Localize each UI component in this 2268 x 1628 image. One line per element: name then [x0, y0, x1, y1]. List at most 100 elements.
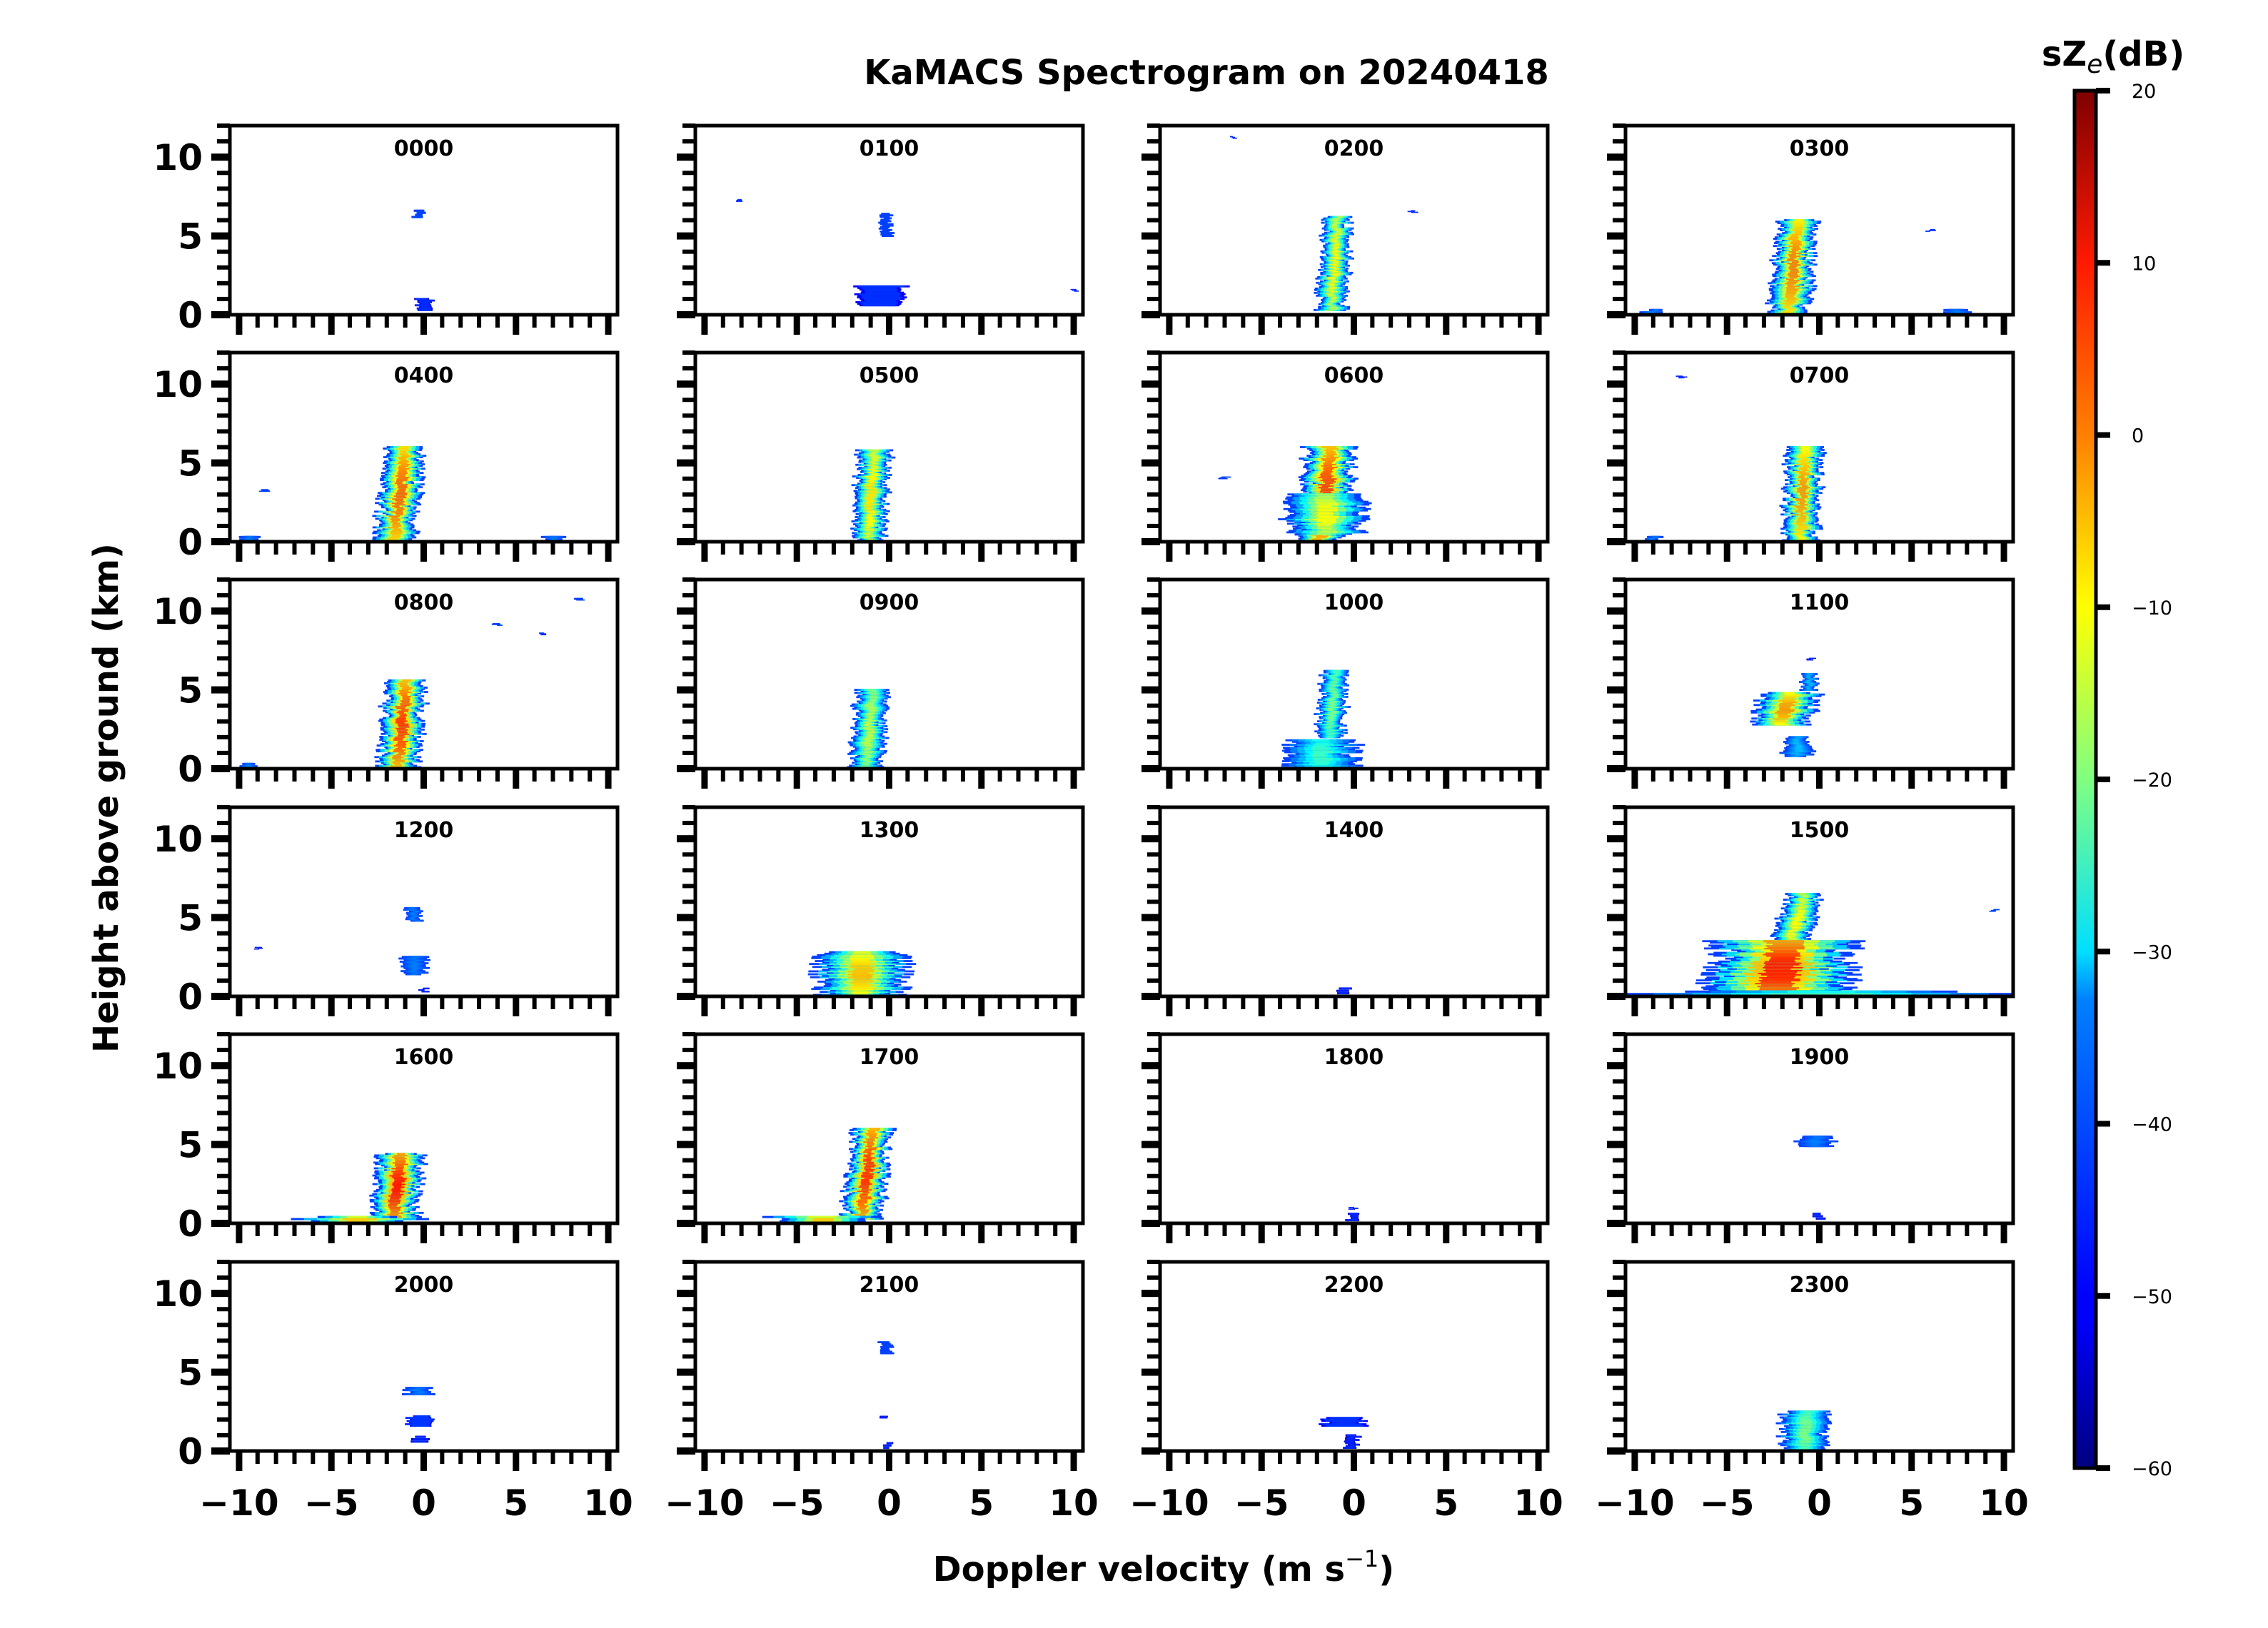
- echo-gate-core: [1760, 981, 1792, 984]
- echo-region: [847, 689, 891, 769]
- x-major-tick: [1908, 315, 1915, 335]
- y-minor-tick: [682, 734, 695, 739]
- echo-gate-core: [1340, 987, 1351, 990]
- y-minor-tick: [217, 734, 230, 739]
- x-minor-tick: [255, 315, 260, 328]
- echo-gate-core: [1334, 227, 1342, 230]
- echo-gate-core: [1787, 262, 1798, 265]
- echo-gate-core: [395, 747, 403, 750]
- x-minor-tick: [1388, 315, 1393, 328]
- x-minor-tick: [550, 769, 555, 782]
- echo-gate-core: [1773, 717, 1788, 720]
- echo-gate-core: [852, 971, 870, 974]
- echo-gate-core: [863, 288, 898, 291]
- y-minor-tick: [682, 805, 695, 809]
- echo-gate-core: [1798, 893, 1807, 895]
- echo-gate-core: [398, 467, 410, 470]
- y-minor-tick: [1613, 492, 1626, 497]
- y-minor-tick: [217, 593, 230, 598]
- x-minor-tick: [273, 315, 278, 328]
- x-minor-tick: [1241, 996, 1246, 1009]
- echo-gate-core: [1788, 266, 1796, 269]
- echo-gate-core: [246, 538, 252, 541]
- echo-gate-core: [1798, 530, 1805, 533]
- echo-gate-core: [420, 305, 431, 308]
- x-major-tick: [1070, 315, 1077, 335]
- echo-gate-core: [1759, 976, 1795, 979]
- panel-label: 1400: [1324, 818, 1384, 843]
- echo-region: [1407, 210, 1418, 213]
- echo-gate-core: [880, 231, 889, 233]
- x-minor-tick: [850, 996, 855, 1009]
- echo-gate-core: [1329, 719, 1334, 722]
- y-minor-tick: [217, 640, 230, 645]
- x-minor-tick: [905, 996, 910, 1009]
- echo-gate-core: [867, 463, 875, 466]
- y-minor-tick: [682, 962, 695, 967]
- echo-gate-core: [867, 530, 873, 533]
- echo-gate-core: [1801, 485, 1808, 487]
- echo-gate-core: [1334, 254, 1340, 257]
- echo-layer: [1218, 446, 1372, 542]
- x-minor-tick: [477, 769, 482, 782]
- echo-gate-core: [867, 480, 875, 482]
- x-minor-tick: [440, 315, 445, 328]
- x-minor-tick: [1835, 315, 1840, 328]
- echo-gate-core: [1785, 935, 1795, 937]
- y-minor-tick: [682, 946, 695, 951]
- echo-gate-core: [1327, 293, 1334, 295]
- echo-gate-core: [851, 980, 874, 983]
- y-minor-tick: [1613, 186, 1626, 191]
- echo-gate-core: [1795, 750, 1804, 753]
- echo-gate-core: [416, 304, 430, 307]
- echo-gate-core: [864, 704, 875, 707]
- y-minor-tick: [682, 476, 695, 481]
- x-major-tick: [793, 315, 800, 335]
- echo-gate-core: [396, 479, 408, 482]
- x-minor-tick: [942, 542, 947, 555]
- echo-gate-core: [862, 304, 896, 307]
- echo-gate-core: [1791, 233, 1802, 236]
- x-minor-tick: [1854, 996, 1859, 1009]
- echo-gate-core: [1331, 710, 1338, 712]
- echo-gate-core: [1807, 687, 1810, 689]
- y-major-tick: [1141, 607, 1160, 615]
- echo-gate-core: [868, 716, 874, 719]
- x-minor-tick: [1780, 996, 1785, 1009]
- echo-gate-core: [1328, 294, 1336, 297]
- x-minor-tick: [1241, 542, 1246, 555]
- x-minor-tick: [1034, 769, 1039, 782]
- y-minor-tick: [217, 445, 230, 450]
- echo-gate-core: [1952, 308, 1959, 311]
- y-minor-tick: [1147, 821, 1160, 826]
- echo-gate-core: [1782, 302, 1794, 305]
- x-minor-tick: [1780, 542, 1785, 555]
- echo-gate-core: [1778, 707, 1790, 709]
- echo-gate-core: [392, 756, 404, 759]
- x-minor-tick: [532, 996, 537, 1009]
- x-minor-tick: [813, 769, 818, 782]
- echo-gate-core: [1807, 674, 1810, 677]
- echo-gate-core: [390, 1211, 404, 1214]
- echo-gate-core: [497, 625, 503, 626]
- echo-region: [414, 298, 435, 311]
- echo-gate-core: [850, 986, 876, 989]
- echo-gate-core: [400, 684, 408, 686]
- echo-gate-core: [1316, 520, 1336, 522]
- y-major-tick: [677, 232, 695, 240]
- echo-gate-core: [418, 300, 431, 303]
- x-minor-tick: [292, 769, 297, 782]
- echo-gate-core: [397, 473, 406, 476]
- echo-gate-core: [395, 719, 408, 722]
- echo-gate-core: [1793, 742, 1799, 745]
- echo-gate-core: [492, 624, 500, 625]
- echo-gate-core: [1788, 272, 1798, 275]
- echo-gate-core: [1325, 482, 1334, 485]
- y-minor-tick: [682, 366, 695, 371]
- echo-gate-core: [1315, 740, 1331, 743]
- echo-gate-core: [1758, 989, 1792, 992]
- echo-gate-core: [1328, 283, 1336, 285]
- y-minor-tick: [682, 703, 695, 708]
- echo-layer: [1277, 669, 1366, 769]
- echo-gate-core: [1331, 240, 1339, 243]
